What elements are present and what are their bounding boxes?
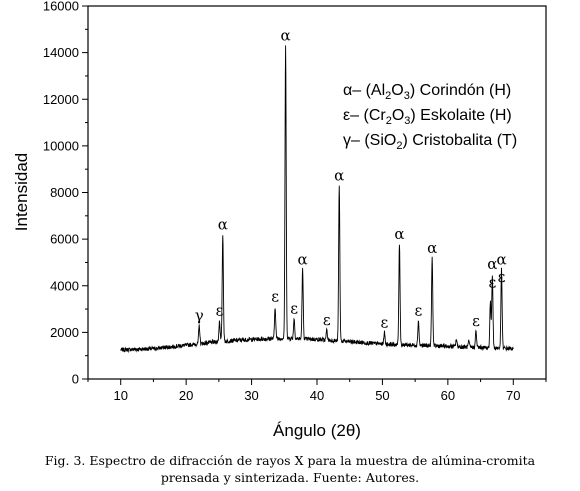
peak-label: ε [290, 299, 298, 317]
x-axis-title: Ángulo (2θ) [273, 421, 361, 440]
x-tick-label: 60 [441, 388, 455, 403]
peak-label: α [298, 250, 308, 268]
x-tick-label: 10 [113, 388, 127, 403]
caption-line-2: prensada y sinterizada. Fuente: Autores. [160, 470, 420, 485]
peak-label: α [496, 250, 506, 268]
peak-label: α [394, 225, 404, 243]
x-tick-label: 40 [310, 388, 324, 403]
x-tick-label: 70 [506, 388, 520, 403]
peak-label: α [334, 167, 344, 185]
peak-label: ε [415, 302, 423, 320]
y-tick-label: 12000 [43, 92, 79, 107]
peak-label: ε [323, 311, 331, 329]
y-tick-label: 0 [72, 372, 79, 387]
x-tick-label: 20 [179, 388, 193, 403]
peak-label: γ [195, 306, 204, 324]
y-tick-label: 14000 [43, 45, 79, 60]
y-tick-label: 2000 [50, 325, 79, 340]
y-tick-label: 10000 [43, 138, 79, 153]
peak-label: ε [498, 268, 506, 286]
spectrum-line [120, 45, 514, 354]
x-tick-label: 50 [375, 388, 389, 403]
figure-caption: Fig. 3. Espectro de difracción de rayos … [0, 452, 580, 486]
peak-label: ε [488, 274, 496, 292]
y-axis-title: Intensidad [12, 153, 31, 231]
peak-label: ε [472, 312, 480, 330]
y-tick-label: 16000 [43, 0, 79, 14]
peak-label: ε [381, 313, 389, 331]
peak-label: α [427, 239, 437, 257]
peak-label: α [218, 215, 228, 233]
legend: α– (Al2O3) Corindón (H) ε– (Cr2O3) Eskola… [343, 82, 517, 152]
y-tick-label: 6000 [50, 232, 79, 247]
peak-label: α [487, 255, 497, 273]
peak-label: ε [216, 302, 224, 320]
xrd-chart: 10 20 30 40 50 60 70 0 2000 4000 6000 8000 10000 1200… [12, 0, 547, 440]
legend-entry: γ– (SiO2) Cristobalita (T) [343, 132, 517, 152]
y-tick-label: 8000 [50, 185, 79, 200]
peak-label: α [281, 27, 291, 45]
y-tick-label: 4000 [50, 278, 79, 293]
peak-label: ε [271, 288, 279, 306]
caption-line-1: Fig. 3. Espectro de difracción de rayos … [44, 453, 536, 468]
legend-entry: α– (Al2O3) Corindón (H) [343, 82, 511, 102]
legend-entry: ε– (Cr2O3) Eskolaite (H) [343, 107, 512, 127]
x-tick-label: 30 [244, 388, 258, 403]
axis-ticks: 10 20 30 40 50 60 70 0 2000 4000 6000 8000 10000 1200… [43, 0, 547, 403]
